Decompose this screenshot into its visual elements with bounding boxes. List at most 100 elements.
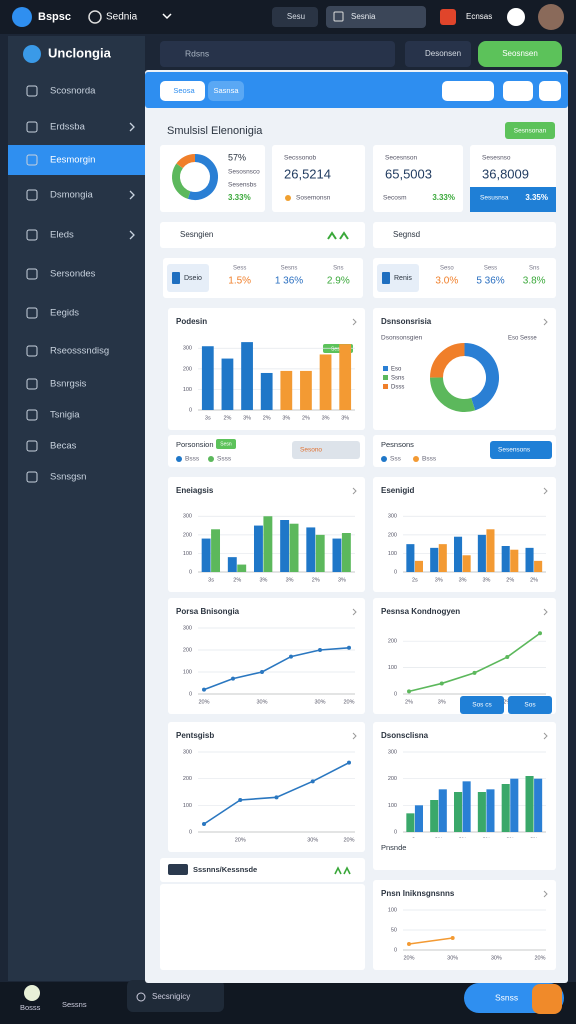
x-tick-label: 3s [208,577,214,583]
trend-icon [334,866,351,875]
chart-button[interactable] [292,441,360,459]
nav-item: Erdssba [50,122,86,133]
bar [211,529,221,572]
legend-label: Bsss [185,456,200,463]
bar [289,523,299,572]
chart-note: Eso Sesse [508,336,537,342]
stat-label: Seso [440,266,454,272]
header-control[interactable] [442,81,494,101]
top-button[interactable] [272,7,318,27]
x-tick-label: 3% [322,415,330,421]
bar [477,534,486,572]
bar [263,516,273,572]
point [439,681,444,686]
y-tick-label: 0 [394,947,397,953]
notification-icon[interactable] [440,9,456,25]
line [203,647,350,691]
kpi-value: 57% [228,152,246,162]
tag-label: Sesn [220,441,232,447]
tab[interactable] [160,81,205,101]
search-box[interactable] [160,41,395,67]
x-tick-label: 3% [482,577,490,583]
y-tick-label: 100 [183,803,192,809]
bar [430,547,439,572]
point [238,798,243,802]
nav-icon[interactable] [26,440,38,452]
stat-value: 3.0% [435,276,458,287]
nav-icon[interactable] [26,378,38,390]
nav-icon[interactable] [26,229,38,241]
bar [227,557,237,572]
y-tick-label: 200 [183,532,192,538]
active-item[interactable] [8,145,145,175]
nav-icon[interactable] [26,189,38,201]
header-control[interactable] [539,81,561,101]
chart-header [373,838,556,870]
bar [253,525,263,572]
tab[interactable] [208,81,244,101]
nav-item: Scosnorda [50,86,96,97]
x-tick-label: 3% [438,699,446,705]
kpi-label: Secesnson [385,155,418,162]
search-placeholder: Rdsns [185,48,209,58]
y-tick-label: 300 [183,346,192,352]
bar [319,354,332,410]
kpi-value: 65,5003 [385,166,432,181]
nav-icon[interactable] [26,154,38,166]
x-tick-label: 2% [302,415,310,421]
brand: Bspsc [38,11,71,23]
avatar[interactable] [538,4,564,30]
kpi-label: Secssonob [284,155,317,162]
x-tick-label: 3% [459,577,467,583]
legend-label: Bsss [422,456,437,463]
trend-icon [327,231,349,240]
badge [168,864,188,875]
point [450,936,455,940]
bar [332,538,342,572]
chart-header-title: Pnsnde [381,843,406,852]
chart-button[interactable] [460,696,504,714]
filter-button[interactable] [405,41,471,67]
nav-icon[interactable] [26,307,38,319]
point [407,942,411,946]
x-tick-label: 3s [205,415,211,421]
point [202,687,206,692]
bar [454,536,463,572]
legend-label: Dsss [391,385,404,391]
kpi-value: 36,8009 [482,166,529,181]
y-tick-label: 200 [183,647,192,653]
chart-card [373,598,556,714]
nav-item: Eleds [50,230,74,241]
primary-button[interactable] [478,41,562,67]
search-box[interactable] [127,980,224,1012]
calendar-button[interactable] [532,984,562,1014]
legend-swatch [383,366,388,371]
nav-icon[interactable] [26,268,38,280]
nav-icon[interactable] [26,345,38,357]
kpi-card [373,145,463,212]
chart-title: Esenigid [381,486,414,495]
primary-button[interactable] [505,122,555,139]
x-tick-label: 2% [223,415,231,421]
button-label: Ssnss [495,992,518,1002]
chart-title: Dsonsclisna [381,731,429,740]
chart-button[interactable] [508,696,552,714]
top-button[interactable] [326,6,426,28]
kpi-change: 3.35% [525,193,548,202]
bar [510,549,519,572]
nav-icon[interactable] [26,121,38,133]
point [274,795,279,800]
nav-icon[interactable] [26,409,38,421]
workspace-icon [88,10,102,24]
header-control[interactable] [503,81,533,101]
chart-button[interactable] [490,441,552,459]
nav-icon[interactable] [26,85,38,97]
bar [525,547,534,572]
legend-label: Eso [391,367,402,373]
tag [216,439,236,449]
nav-icon[interactable] [26,471,38,483]
legend-label: Ssss [217,456,232,463]
legend-dot [176,456,182,462]
chart-title: Pesnsa Kondnogyen [381,607,460,616]
x-tick-label: 2% [506,577,514,583]
